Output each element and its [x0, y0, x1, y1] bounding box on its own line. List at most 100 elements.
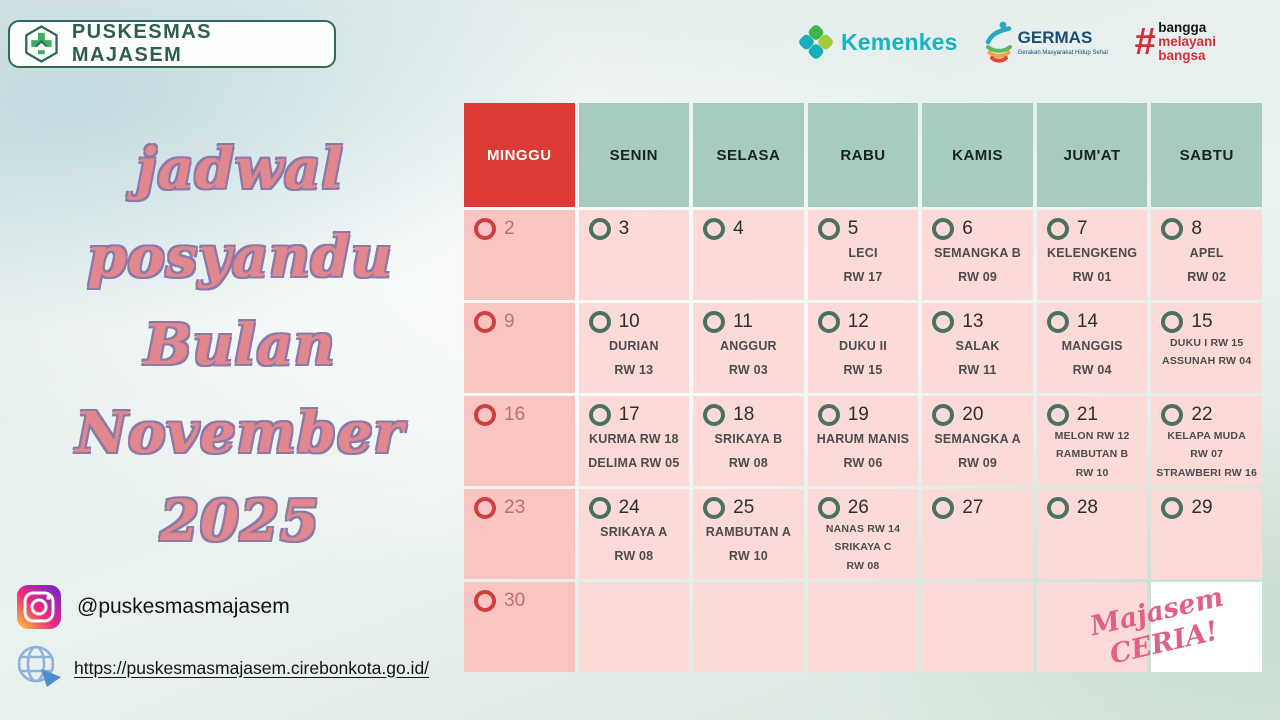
location-line: HARUM MANIS — [816, 432, 910, 446]
posyandu-location: SEMANGKA A RW 09 — [922, 428, 1033, 476]
day-header-minggu: MINGGU — [464, 103, 575, 207]
instagram-handle[interactable]: @puskesmasmajasem — [77, 595, 290, 618]
day-header-jumat: JUM'AT — [1036, 103, 1148, 207]
date-number: 10 — [618, 311, 640, 332]
instagram-row: @puskesmasmajasem — [16, 584, 290, 630]
date-number: 30 — [504, 590, 526, 611]
date-ring-icon — [588, 218, 611, 240]
date-cell-10: 10 DURIAN RW 13 — [578, 303, 690, 393]
date-number: 2 — [504, 218, 515, 239]
bangga-line: bangsa — [1158, 48, 1206, 64]
date-ring-icon — [703, 497, 726, 519]
location-line: MELON RW 12 — [1054, 430, 1130, 442]
date-ring-icon — [1046, 311, 1069, 333]
empty-cell — [1036, 582, 1148, 672]
date-cell-8: 8 APEL RW 02 — [1151, 210, 1262, 300]
website-link[interactable]: https://puskesmasmajasem.cirebonkota.go.… — [74, 657, 430, 678]
poster-title: jadwal posyandu Bulan November 2025 — [18, 126, 462, 566]
date-ring-icon — [703, 404, 726, 426]
location-line: RW 08 — [614, 548, 654, 563]
date-ring-icon — [703, 311, 726, 333]
date-ring-icon — [474, 497, 496, 519]
location-line: RW 13 — [614, 362, 654, 377]
date-number: 9 — [504, 311, 515, 332]
empty-cell — [578, 582, 690, 672]
partner-logos: Kemenkes GERMAS Gerakan Masyarakat Hidup… — [797, 20, 1216, 64]
date-number: 25 — [733, 497, 755, 518]
date-cell-2: 2 — [464, 210, 575, 300]
date-number: 21 — [1076, 404, 1098, 425]
empty-cell — [807, 582, 919, 672]
location-line: DUKU I RW 15 — [1170, 337, 1244, 349]
location-line: SRIKAYA A — [600, 525, 668, 539]
date-number: 13 — [962, 311, 984, 332]
title-line: Bulan — [144, 311, 336, 378]
date-cell-12: 12 DUKU II RW 15 — [807, 303, 919, 393]
date-number: 16 — [504, 404, 526, 425]
date-cell-24: 24 SRIKAYA A RW 08 — [578, 489, 690, 579]
location-line: RW 15 — [843, 362, 883, 377]
location-line: RAMBUTAN B — [1055, 448, 1129, 461]
location-line: RW 02 — [1187, 269, 1227, 284]
location-line: KELENGKENG — [1047, 246, 1138, 260]
posyandu-location: HARUM MANIS RW 06 — [808, 428, 919, 476]
date-number: 24 — [618, 497, 640, 518]
date-number: 4 — [733, 218, 744, 239]
date-cell-22: 22 KELAPA MUDA RW 07 STRAWBERI RW 16 — [1151, 396, 1262, 486]
kemenkes-logo: Kemenkes — [797, 23, 958, 61]
date-ring-icon — [1161, 404, 1184, 426]
date-number: 23 — [504, 497, 526, 518]
date-cell-25: 25 RAMBUTAN A RW 10 — [693, 489, 804, 579]
date-number: 15 — [1191, 311, 1213, 332]
germas-logo: GERMAS Gerakan Masyarakat Hidup Sehat — [984, 20, 1108, 64]
posyandu-location: DURIAN RW 13 — [579, 335, 690, 383]
date-ring-icon — [703, 218, 726, 240]
date-ring-icon — [1046, 404, 1069, 426]
date-number: 19 — [847, 404, 869, 425]
date-cell-16: 16 — [464, 396, 575, 486]
date-cell-7: 7 KELENGKENG RW 01 — [1036, 210, 1148, 300]
date-cell-5: 5 LECI RW 17 — [807, 210, 919, 300]
date-ring-icon — [474, 404, 496, 426]
day-header-sabtu: SABTU — [1151, 103, 1262, 207]
date-number: 11 — [733, 311, 753, 332]
posyandu-location: MANGGIS RW 04 — [1037, 335, 1148, 383]
date-cell-23: 23 — [464, 489, 575, 579]
date-cell-29: 29 — [1151, 489, 1262, 579]
day-header-kamis: KAMIS — [922, 103, 1033, 207]
location-line: SEMANGKA B — [934, 246, 1022, 260]
posyandu-location: RAMBUTAN A RW 10 — [693, 521, 804, 569]
date-ring-icon — [1161, 311, 1184, 333]
clinic-name: PUSKESMAS MAJASEM — [71, 21, 213, 66]
location-line: APEL — [1189, 246, 1224, 260]
date-number: 5 — [847, 218, 859, 239]
date-number: 6 — [962, 218, 973, 239]
date-ring-icon — [932, 311, 955, 333]
bangga-line: bangga — [1158, 19, 1207, 35]
posyandu-location: KELENGKENG RW 01 — [1037, 242, 1148, 290]
instagram-icon — [17, 585, 61, 629]
date-number: 8 — [1191, 218, 1202, 239]
date-ring-icon — [1161, 497, 1184, 519]
hash-icon: # — [1134, 20, 1156, 63]
date-cell-19: 19 HARUM MANIS RW 06 — [807, 396, 919, 486]
date-number: 27 — [962, 497, 984, 518]
date-cell-18: 18 SRIKAYA B RW 08 — [693, 396, 804, 486]
date-cell-26: 26 NANAS RW 14 SRIKAYA C RW 08 — [807, 489, 919, 579]
germas-label: GERMAS — [1017, 27, 1093, 47]
date-cell-13: 13 SALAK RW 11 — [922, 303, 1033, 393]
posyandu-location: SRIKAYA B RW 08 — [693, 428, 804, 476]
globe-icon — [17, 645, 61, 687]
title-line: jadwal — [136, 136, 344, 202]
date-ring-icon — [932, 404, 955, 426]
location-line: RW 04 — [1072, 362, 1112, 377]
empty-cell — [693, 582, 804, 672]
posyandu-location: KELAPA MUDA RW 07 STRAWBERI RW 16 — [1151, 427, 1262, 482]
date-cell-11: 11 ANGGUR RW 03 — [693, 303, 804, 393]
date-number: 20 — [962, 404, 984, 425]
location-line: MANGGIS — [1061, 339, 1123, 353]
day-header-senin: SENIN — [578, 103, 690, 207]
date-cell-3: 3 — [578, 210, 690, 300]
date-cell-15: 15 DUKU I RW 15 ASSUNAH RW 04 — [1151, 303, 1262, 393]
posyandu-location: DUKU II RW 15 — [808, 335, 919, 383]
